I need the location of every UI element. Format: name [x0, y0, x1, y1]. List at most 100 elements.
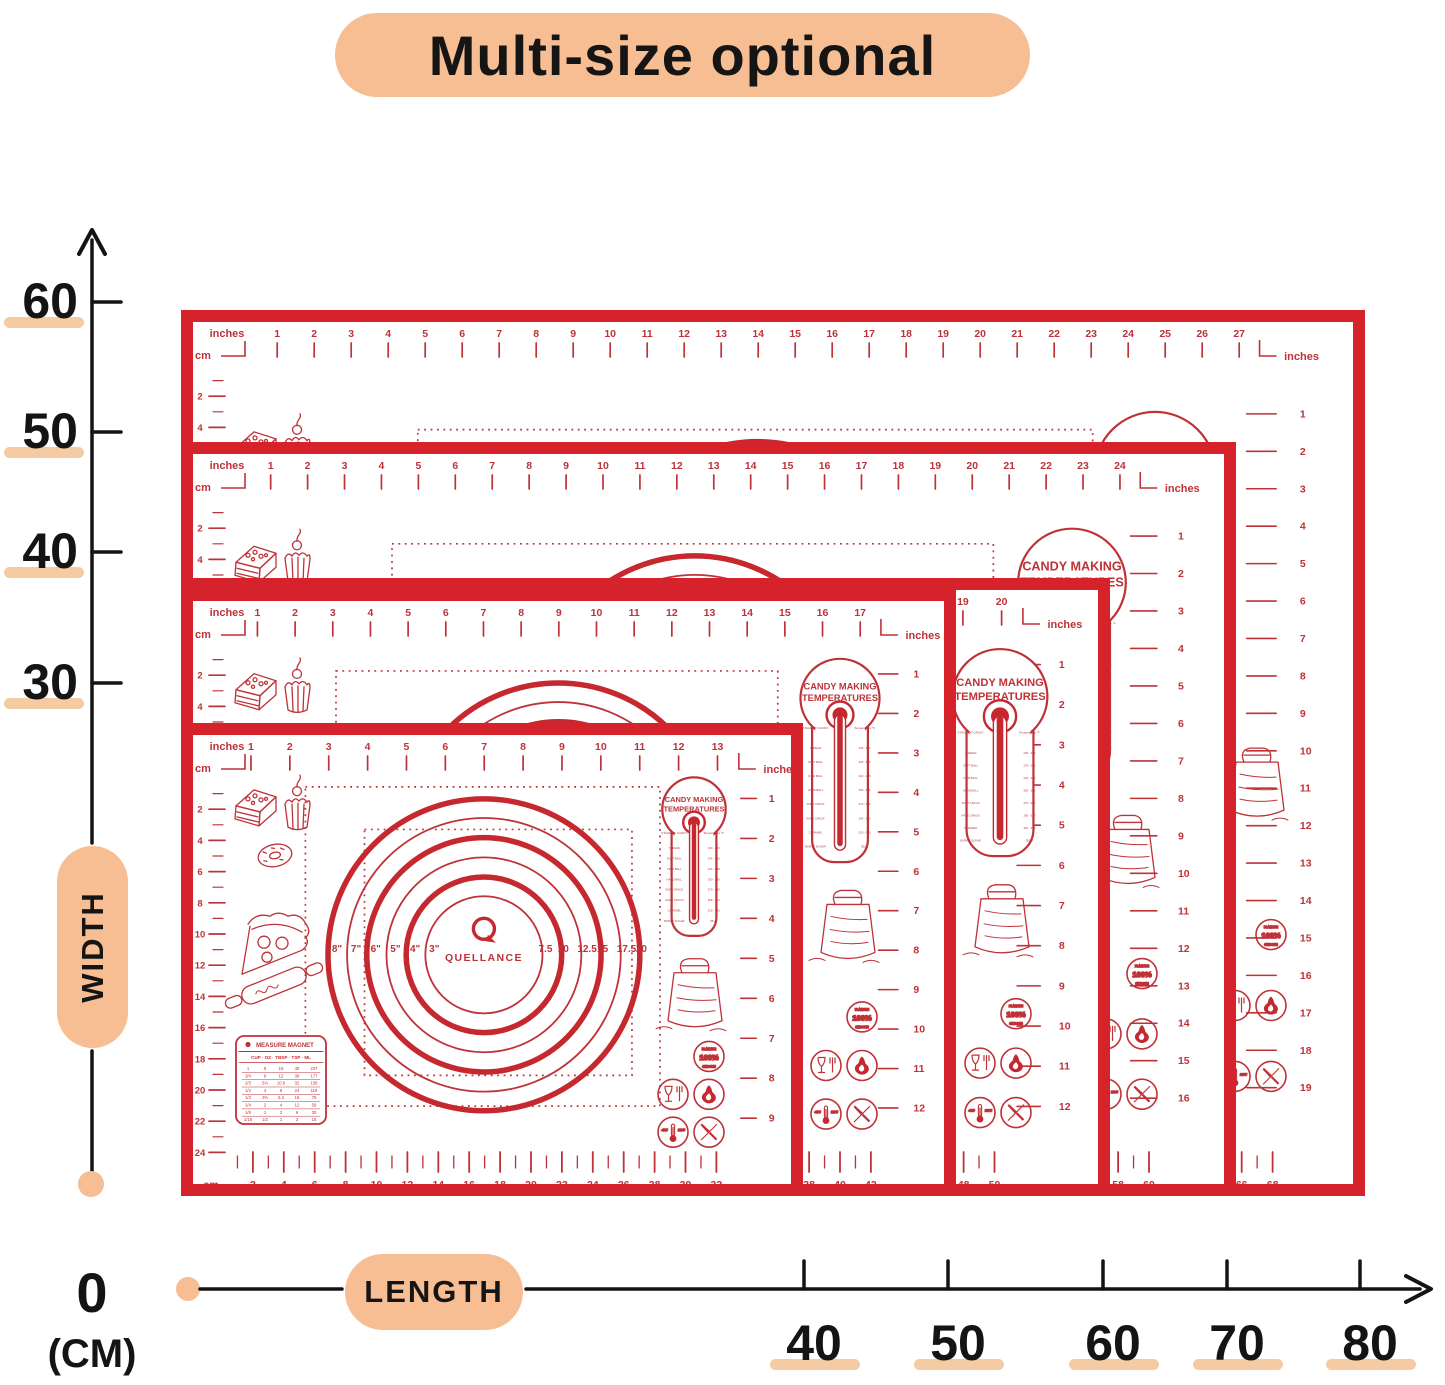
- svg-text:10: 10: [1300, 745, 1312, 757]
- svg-text:STAGE OF CANDY: STAGE OF CANDY: [661, 831, 687, 835]
- svg-text:79: 79: [312, 1095, 317, 1100]
- svg-text:4: 4: [769, 913, 775, 925]
- svg-text:12: 12: [671, 460, 683, 472]
- svg-text:2: 2: [287, 741, 293, 753]
- svg-text:100%: 100%: [852, 1013, 872, 1022]
- svg-text:inches: inches: [1047, 619, 1082, 631]
- svg-text:13: 13: [1178, 980, 1190, 992]
- no-knives-icon: [1126, 1078, 1158, 1111]
- svg-text:4: 4: [197, 555, 203, 566]
- svg-text:18: 18: [195, 1054, 206, 1065]
- svg-text:5": 5": [390, 944, 401, 955]
- svg-text:18: 18: [1300, 1045, 1312, 1057]
- svg-text:1/16: 1/16: [244, 1117, 253, 1122]
- svg-text:320 - 350: 320 - 350: [859, 830, 871, 834]
- food-safe-icon: [964, 1047, 996, 1079]
- svg-text:20: 20: [966, 460, 978, 472]
- svg-text:9: 9: [556, 607, 562, 619]
- svg-text:351 +: 351 +: [1026, 839, 1033, 843]
- svg-text:inches: inches: [210, 741, 245, 753]
- svg-text:230 - 233: 230 - 233: [708, 846, 720, 850]
- svg-text:18: 18: [893, 460, 905, 472]
- svg-text:244 - 248: 244 - 248: [859, 774, 871, 778]
- svg-text:13: 13: [715, 328, 727, 340]
- svg-text:7.5: 7.5: [538, 944, 552, 955]
- svg-text:2: 2: [769, 833, 775, 845]
- pastry-illustrations: [224, 774, 727, 1032]
- svg-text:TEMPERATURES: TEMPERATURES: [663, 804, 724, 813]
- svg-text:12: 12: [913, 1102, 925, 1114]
- length-axis-label-pill: LENGTH: [345, 1254, 523, 1330]
- svg-text:HARD BALL: HARD BALL: [667, 877, 683, 881]
- svg-text:12: 12: [195, 961, 206, 972]
- svg-text:22: 22: [195, 1117, 206, 1128]
- svg-text:PLATINUM: PLATINUM: [1264, 925, 1279, 929]
- svg-text:-40°F: -40°F: [968, 1110, 975, 1113]
- svg-text:16: 16: [279, 1066, 284, 1071]
- svg-text:17: 17: [863, 328, 875, 340]
- svg-text:3: 3: [348, 328, 354, 340]
- svg-text:1/3: 1/3: [245, 1095, 251, 1100]
- svg-text:SILICONE: SILICONE: [1009, 1022, 1022, 1026]
- svg-text:2: 2: [197, 524, 202, 535]
- svg-text:24: 24: [195, 1148, 206, 1159]
- svg-text:2: 2: [311, 328, 317, 340]
- svg-text:1/2: 1/2: [262, 1117, 268, 1122]
- svg-text:14: 14: [195, 992, 206, 1003]
- svg-text:351 +: 351 +: [861, 844, 868, 848]
- svg-text:8: 8: [1059, 940, 1065, 952]
- svg-text:16: 16: [819, 460, 831, 472]
- svg-text:5: 5: [404, 741, 410, 753]
- svg-text:7: 7: [1300, 633, 1306, 645]
- svg-text:Temperature °F: Temperature °F: [854, 726, 875, 730]
- svg-text:12: 12: [1300, 820, 1312, 832]
- svg-text:6: 6: [296, 1110, 299, 1115]
- pizza-icon: [241, 912, 310, 975]
- svg-text:230°F: 230°F: [831, 1111, 838, 1114]
- svg-text:14: 14: [741, 607, 753, 619]
- svg-text:5: 5: [913, 826, 919, 838]
- page-title: Multi-size optional: [428, 23, 937, 87]
- svg-text:10: 10: [195, 930, 206, 941]
- svg-text:HARD CRACK: HARD CRACK: [665, 898, 684, 902]
- food-safe-icon: [810, 1049, 842, 1082]
- svg-text:CANDY MAKING: CANDY MAKING: [1022, 560, 1122, 574]
- svg-text:2: 2: [1300, 446, 1306, 458]
- svg-text:16: 16: [1178, 1093, 1190, 1105]
- svg-text:5⅓: 5⅓: [262, 1081, 268, 1086]
- svg-text:5: 5: [769, 953, 775, 965]
- svg-text:6: 6: [197, 867, 202, 878]
- svg-text:8: 8: [1300, 670, 1306, 682]
- svg-text:4: 4: [264, 1088, 267, 1093]
- svg-text:CARAMEL: CARAMEL: [964, 826, 978, 830]
- svg-text:3: 3: [330, 607, 336, 619]
- svg-text:16: 16: [817, 607, 829, 619]
- svg-text:14: 14: [752, 328, 764, 340]
- svg-text:9: 9: [559, 741, 565, 753]
- svg-text:13: 13: [712, 741, 724, 753]
- length-axis-arrow: [1404, 1274, 1433, 1304]
- svg-text:STAGE OF CANDY: STAGE OF CANDY: [802, 726, 828, 730]
- svg-text:1: 1: [247, 1066, 250, 1071]
- heat-resistant-flame-icon: [693, 1078, 725, 1111]
- length-axis-start-dot: [176, 1277, 200, 1301]
- svg-text:18: 18: [900, 328, 912, 340]
- svg-text:59: 59: [312, 1103, 317, 1108]
- svg-text:1: 1: [913, 668, 919, 680]
- svg-text:14: 14: [745, 460, 757, 472]
- svg-text:7: 7: [481, 607, 487, 619]
- svg-text:230 - 233: 230 - 233: [1023, 751, 1035, 755]
- svg-text:2: 2: [280, 1110, 283, 1115]
- svg-text:20: 20: [974, 328, 986, 340]
- svg-text:1/8: 1/8: [245, 1110, 251, 1115]
- svg-text:15: 15: [782, 460, 794, 472]
- svg-text:16: 16: [1300, 970, 1312, 982]
- svg-text:3: 3: [1178, 605, 1184, 617]
- svg-text:36: 36: [295, 1073, 300, 1078]
- safety-icons: PLATINUM 100% SILICONE -40°F 230°F: [810, 1001, 878, 1130]
- no-knives-icon: [1255, 1060, 1287, 1093]
